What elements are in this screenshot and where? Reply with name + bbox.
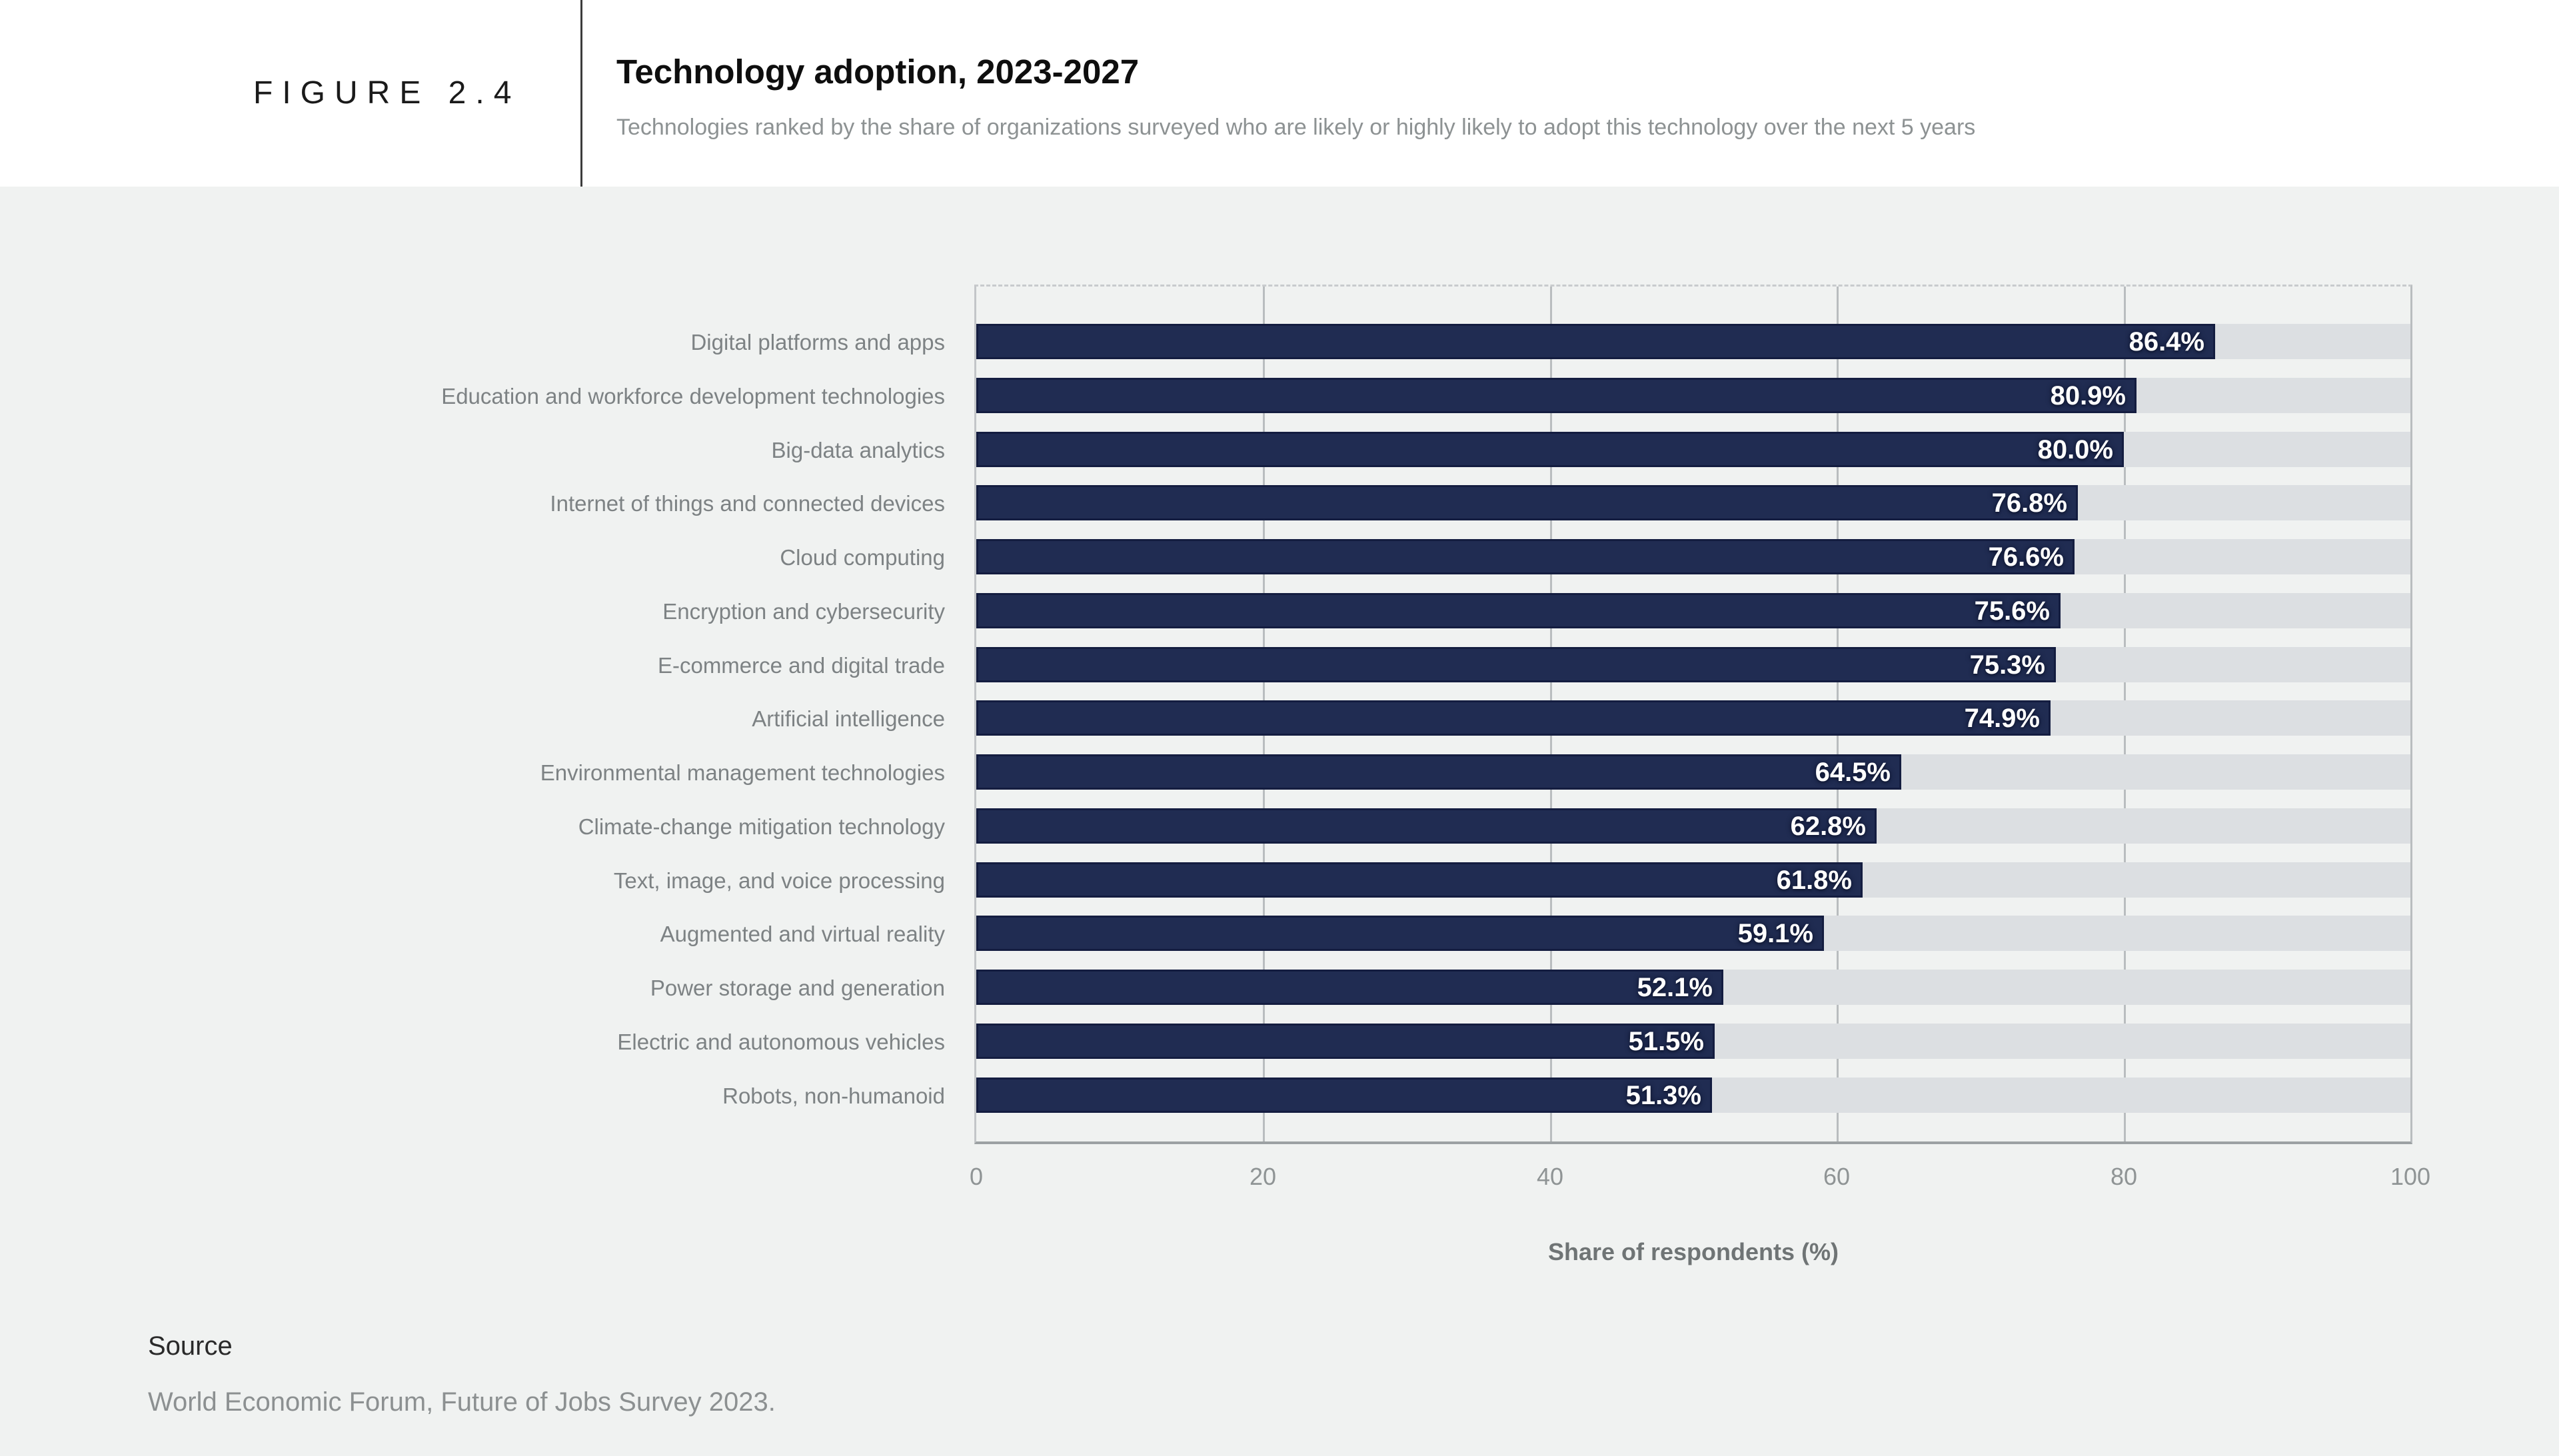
category-label: Cloud computing bbox=[780, 545, 945, 570]
bar: 80.0% bbox=[976, 432, 2124, 467]
bar-value-label: 61.8% bbox=[1776, 866, 1852, 895]
bar: 59.1% bbox=[976, 916, 1824, 951]
bar: 74.9% bbox=[976, 700, 2051, 736]
category-label: Internet of things and connected devices bbox=[550, 491, 945, 516]
x-tick-label: 80 bbox=[2110, 1163, 2138, 1190]
x-axis-label: Share of respondents (%) bbox=[1547, 1238, 1839, 1265]
category-label: Electric and autonomous vehicles bbox=[617, 1030, 945, 1054]
category-label: Digital platforms and apps bbox=[690, 330, 945, 355]
chart-title: Technology adoption, 2023-2027 bbox=[616, 53, 1140, 91]
bar-value-label: 86.4% bbox=[2129, 327, 2204, 357]
x-axis-ticks: 0 20 40 60 80 100 bbox=[970, 1163, 2430, 1196]
source-heading: Source bbox=[148, 1331, 233, 1361]
bar-value-label: 62.8% bbox=[1790, 812, 1866, 841]
chart-subtitle: Technologies ranked by the share of orga… bbox=[616, 115, 1976, 140]
bar-value-label: 76.8% bbox=[1991, 488, 2067, 518]
x-tick-label: 0 bbox=[969, 1163, 984, 1190]
x-tick-label: 100 bbox=[2390, 1163, 2431, 1190]
bar: 62.8% bbox=[976, 808, 1877, 844]
x-tick-label: 20 bbox=[1249, 1163, 1277, 1190]
category-label: Augmented and virtual reality bbox=[660, 922, 945, 946]
bar-value-label: 74.9% bbox=[1964, 704, 2040, 733]
category-label: Power storage and generation bbox=[650, 976, 945, 1000]
bar: 86.4% bbox=[976, 324, 2215, 359]
bar: 61.8% bbox=[976, 862, 1863, 898]
bar-value-label: 75.3% bbox=[1969, 650, 2045, 680]
bar-value-label: 51.3% bbox=[1625, 1081, 1701, 1110]
bar: 51.5% bbox=[976, 1024, 1715, 1059]
figure-header: FIGURE 2.4 Technology adoption, 2023-202… bbox=[0, 0, 2559, 187]
category-label: Big-data analytics bbox=[771, 438, 945, 462]
figure-number-label: FIGURE 2.4 bbox=[253, 75, 521, 111]
bar: 80.9% bbox=[976, 378, 2136, 413]
bar: 52.1% bbox=[976, 970, 1723, 1005]
category-label: E-commerce and digital trade bbox=[657, 653, 945, 678]
category-label: Robots, non-humanoid bbox=[722, 1084, 945, 1108]
bar-value-label: 51.5% bbox=[1628, 1027, 1704, 1056]
bar: 76.6% bbox=[976, 539, 2075, 574]
bar-value-label: 59.1% bbox=[1737, 919, 1813, 948]
bar: 75.3% bbox=[976, 647, 2056, 682]
bar-value-label: 52.1% bbox=[1637, 973, 1713, 1002]
bar-value-label: 80.9% bbox=[2050, 381, 2126, 410]
bar-value-label: 64.5% bbox=[1815, 758, 1891, 787]
bar: 75.6% bbox=[976, 593, 2061, 628]
category-label: Environmental management technologies bbox=[540, 760, 945, 785]
bar-value-label: 75.6% bbox=[1974, 596, 2050, 626]
plot-area: 86.4% 80.9% 80.0% 76.8% 76.6% 75.6% 75.3% 74.9%… bbox=[974, 285, 2412, 1144]
header-divider bbox=[580, 0, 582, 187]
bar: 64.5% bbox=[976, 754, 1901, 790]
category-label: Education and workforce development tech… bbox=[441, 384, 945, 408]
bar-value-label: 76.6% bbox=[1988, 542, 2064, 572]
bar: 76.8% bbox=[976, 485, 2078, 520]
x-tick-label: 60 bbox=[1823, 1163, 1851, 1190]
source-text: World Economic Forum, Future of Jobs Sur… bbox=[148, 1387, 776, 1417]
bar: 51.3% bbox=[976, 1078, 1712, 1113]
category-label: Climate-change mitigation technology bbox=[578, 814, 945, 839]
category-label: Text, image, and voice processing bbox=[613, 868, 945, 893]
bar-value-label: 80.0% bbox=[2037, 435, 2113, 464]
x-tick-label: 40 bbox=[1536, 1163, 1564, 1190]
category-label: Artificial intelligence bbox=[752, 706, 945, 731]
category-label: Encryption and cybersecurity bbox=[662, 599, 945, 624]
